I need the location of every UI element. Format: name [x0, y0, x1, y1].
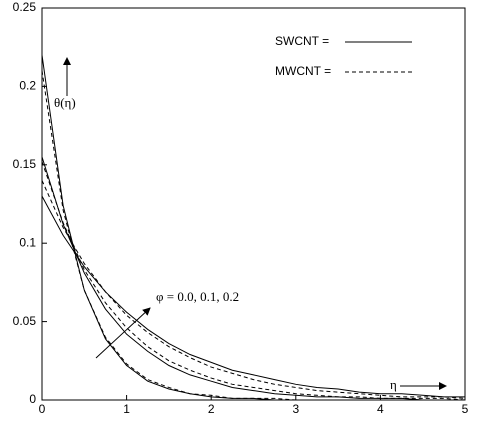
- x-tick-label: 1: [123, 402, 130, 416]
- data-line: [41, 54, 465, 401]
- data-line: [41, 156, 465, 401]
- y-tick-label: 0.05: [13, 314, 37, 328]
- x-tick-label: 0: [39, 402, 46, 416]
- data-line: [41, 195, 465, 398]
- x-tick-label: 3: [292, 402, 299, 416]
- y-tick-label: 0.25: [13, 0, 37, 14]
- annotation: θ(η): [54, 95, 76, 110]
- legend-label: SWCNT =: [275, 34, 329, 48]
- y-tick-label: 0.1: [19, 235, 36, 249]
- data-line: [41, 70, 465, 401]
- data-line: [41, 161, 466, 401]
- y-tick-label: 0.15: [13, 157, 37, 171]
- x-tick-label: 5: [462, 402, 469, 416]
- x-tick-label: 4: [377, 402, 384, 416]
- annotation: φ = 0.0, 0.1, 0.2: [156, 289, 239, 304]
- y-tick-label: 0.2: [19, 79, 36, 93]
- plot-frame: [41, 7, 466, 401]
- annotation: η: [390, 377, 397, 392]
- data-line: [41, 180, 466, 399]
- x-tick-label: 2: [208, 402, 215, 416]
- arrow: [95, 307, 151, 359]
- y-tick-label: 0: [29, 392, 36, 406]
- legend-label: MWCNT =: [275, 64, 331, 78]
